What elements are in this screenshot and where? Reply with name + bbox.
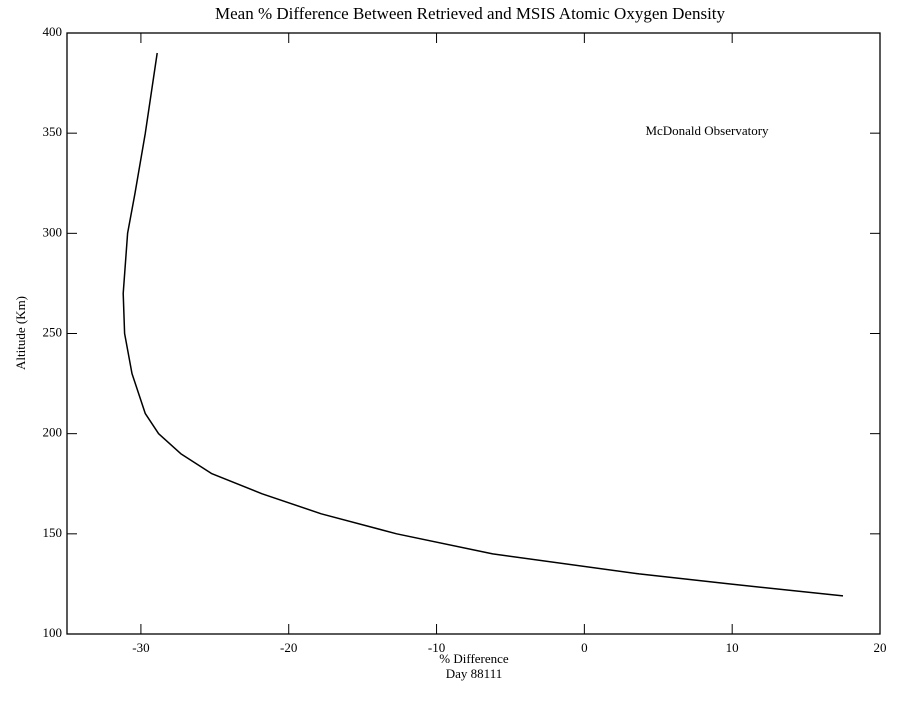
- chart-title: Mean % Difference Between Retrieved and …: [215, 4, 726, 23]
- annotation: McDonald Observatory: [645, 123, 769, 138]
- x-tick-label: 20: [874, 640, 887, 655]
- y-axis-label: Altitude (Km): [13, 296, 28, 370]
- x-tick-label: -10: [428, 640, 445, 655]
- y-tick-label: 400: [43, 24, 63, 39]
- y-tick-label: 150: [43, 525, 63, 540]
- x-tick-label: -30: [132, 640, 149, 655]
- y-tick-label: 300: [43, 224, 63, 239]
- x-tick-label: -20: [280, 640, 297, 655]
- y-tick-label: 250: [43, 324, 63, 339]
- x-tick-label: 0: [581, 640, 588, 655]
- line-series: [122, 52, 844, 597]
- y-tick-label: 200: [43, 425, 63, 440]
- y-tick-label: 100: [43, 625, 63, 640]
- x-tick-label: 10: [726, 640, 739, 655]
- y-tick-label: 350: [43, 124, 63, 139]
- x-axis-sublabel: Day 88111: [446, 666, 502, 681]
- x-axis-label: % Difference: [439, 651, 509, 666]
